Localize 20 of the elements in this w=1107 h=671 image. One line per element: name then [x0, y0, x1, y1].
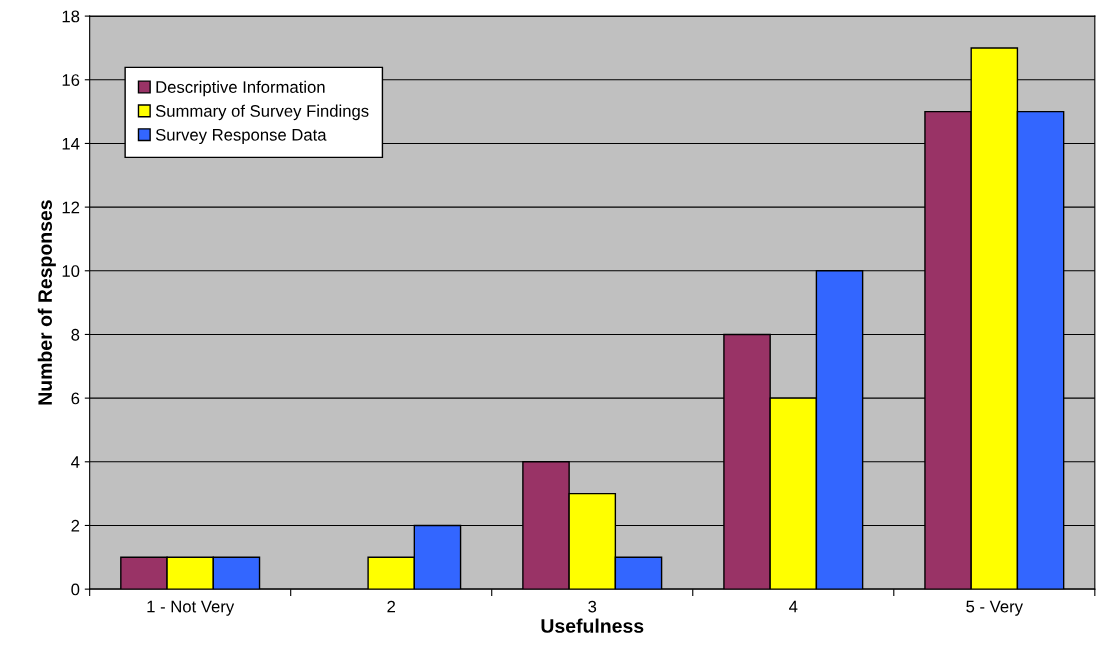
x-tick-label: 3 — [588, 600, 597, 613]
legend-label: Survey Response Data — [155, 128, 327, 145]
y-tick-label: 14 — [62, 138, 80, 150]
x-tick-label: 5 - Very — [966, 600, 1023, 616]
x-axis-title: Usefulness — [541, 618, 644, 633]
x-tick-label: 4 — [789, 600, 798, 613]
legend-label: Summary of Survey Findings — [155, 104, 369, 121]
x-tick-label: 2 — [387, 600, 396, 613]
x-tick-label: 1 - Not Very — [147, 600, 235, 616]
y-tick-label: 10 — [62, 265, 80, 277]
y-axis-title: Number of Responses — [37, 200, 56, 405]
legend-label: Descriptive Information — [156, 80, 325, 97]
y-tick-label: 12 — [62, 201, 80, 214]
y-tick-label: 8 — [71, 328, 80, 341]
y-tick-label: 16 — [62, 74, 80, 86]
y-tick-label: 18 — [62, 10, 80, 23]
y-tick-label: 6 — [71, 392, 80, 405]
y-tick-label: 0 — [71, 583, 80, 596]
y-tick-label: 2 — [71, 519, 80, 532]
y-tick-label: 4 — [71, 456, 80, 468]
